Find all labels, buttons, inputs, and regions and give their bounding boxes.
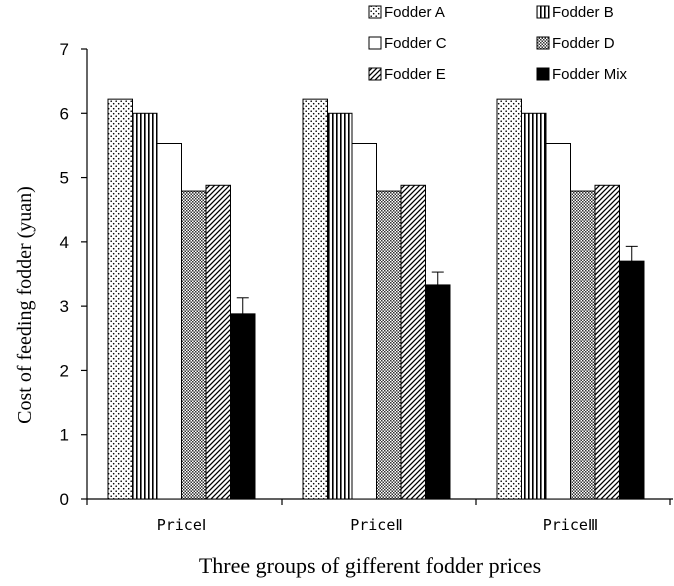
legend-label: Fodder A	[384, 4, 445, 21]
plot-area: 0 1 2 3 4 5 6 7 PriceⅠ PriceⅡ PriceⅢ	[60, 40, 673, 534]
bar-fodder-b	[132, 112, 158, 500]
legend-swatch	[536, 5, 550, 19]
bar-fodder-c	[156, 143, 182, 500]
bar-fodder-d	[181, 190, 207, 500]
y-tick-label: 6	[60, 104, 69, 123]
legend-swatch	[368, 5, 382, 19]
x-axis-title: Three groups of gifferent fodder prices	[199, 553, 541, 578]
bar-fodder-d	[376, 190, 402, 500]
legend-label: Fodder E	[384, 66, 446, 83]
legend-swatch	[368, 67, 382, 81]
bar-fodder-mix	[425, 284, 451, 500]
y-axis-title: Cost of feeding fodder (yuan)	[14, 186, 36, 424]
legend-swatch	[368, 36, 382, 50]
legend-swatch	[536, 67, 550, 81]
x-tick-label: PriceⅡ	[350, 516, 403, 534]
y-tick-label: 0	[60, 490, 69, 509]
y-tick-label: 7	[60, 40, 69, 59]
bar-fodder-e	[400, 184, 426, 500]
bar-fodder-mix	[230, 313, 256, 500]
legend-swatch	[536, 36, 550, 50]
legend: Fodder A Fodder B Fodder C Fodder D Fodder E…	[368, 4, 628, 83]
bar-fodder-b	[327, 112, 353, 500]
x-tick-label: PriceⅠ	[157, 516, 207, 534]
bar-fodder-mix	[619, 260, 645, 500]
y-tick-label: 4	[60, 233, 69, 252]
legend-label: Fodder Mix	[552, 66, 628, 83]
y-tick-label: 3	[60, 297, 69, 316]
x-tick-label: PriceⅢ	[543, 516, 599, 534]
bar-fodder-b	[521, 112, 547, 500]
bar-fodder-d	[570, 190, 596, 500]
bar-fodder-e	[205, 184, 231, 500]
legend-label: Fodder B	[552, 4, 614, 21]
y-tick-label: 1	[60, 426, 69, 445]
bar-fodder-a	[107, 98, 133, 500]
y-tick-label: 5	[60, 169, 69, 188]
bar-fodder-c	[351, 143, 377, 500]
bar-fodder-a	[302, 98, 328, 500]
legend-label: Fodder C	[384, 35, 447, 52]
bar-fodder-c	[545, 143, 571, 500]
y-tick-label: 2	[60, 361, 69, 380]
bar-fodder-a	[496, 98, 522, 500]
legend-label: Fodder D	[552, 35, 615, 52]
bar-fodder-e	[594, 184, 620, 500]
